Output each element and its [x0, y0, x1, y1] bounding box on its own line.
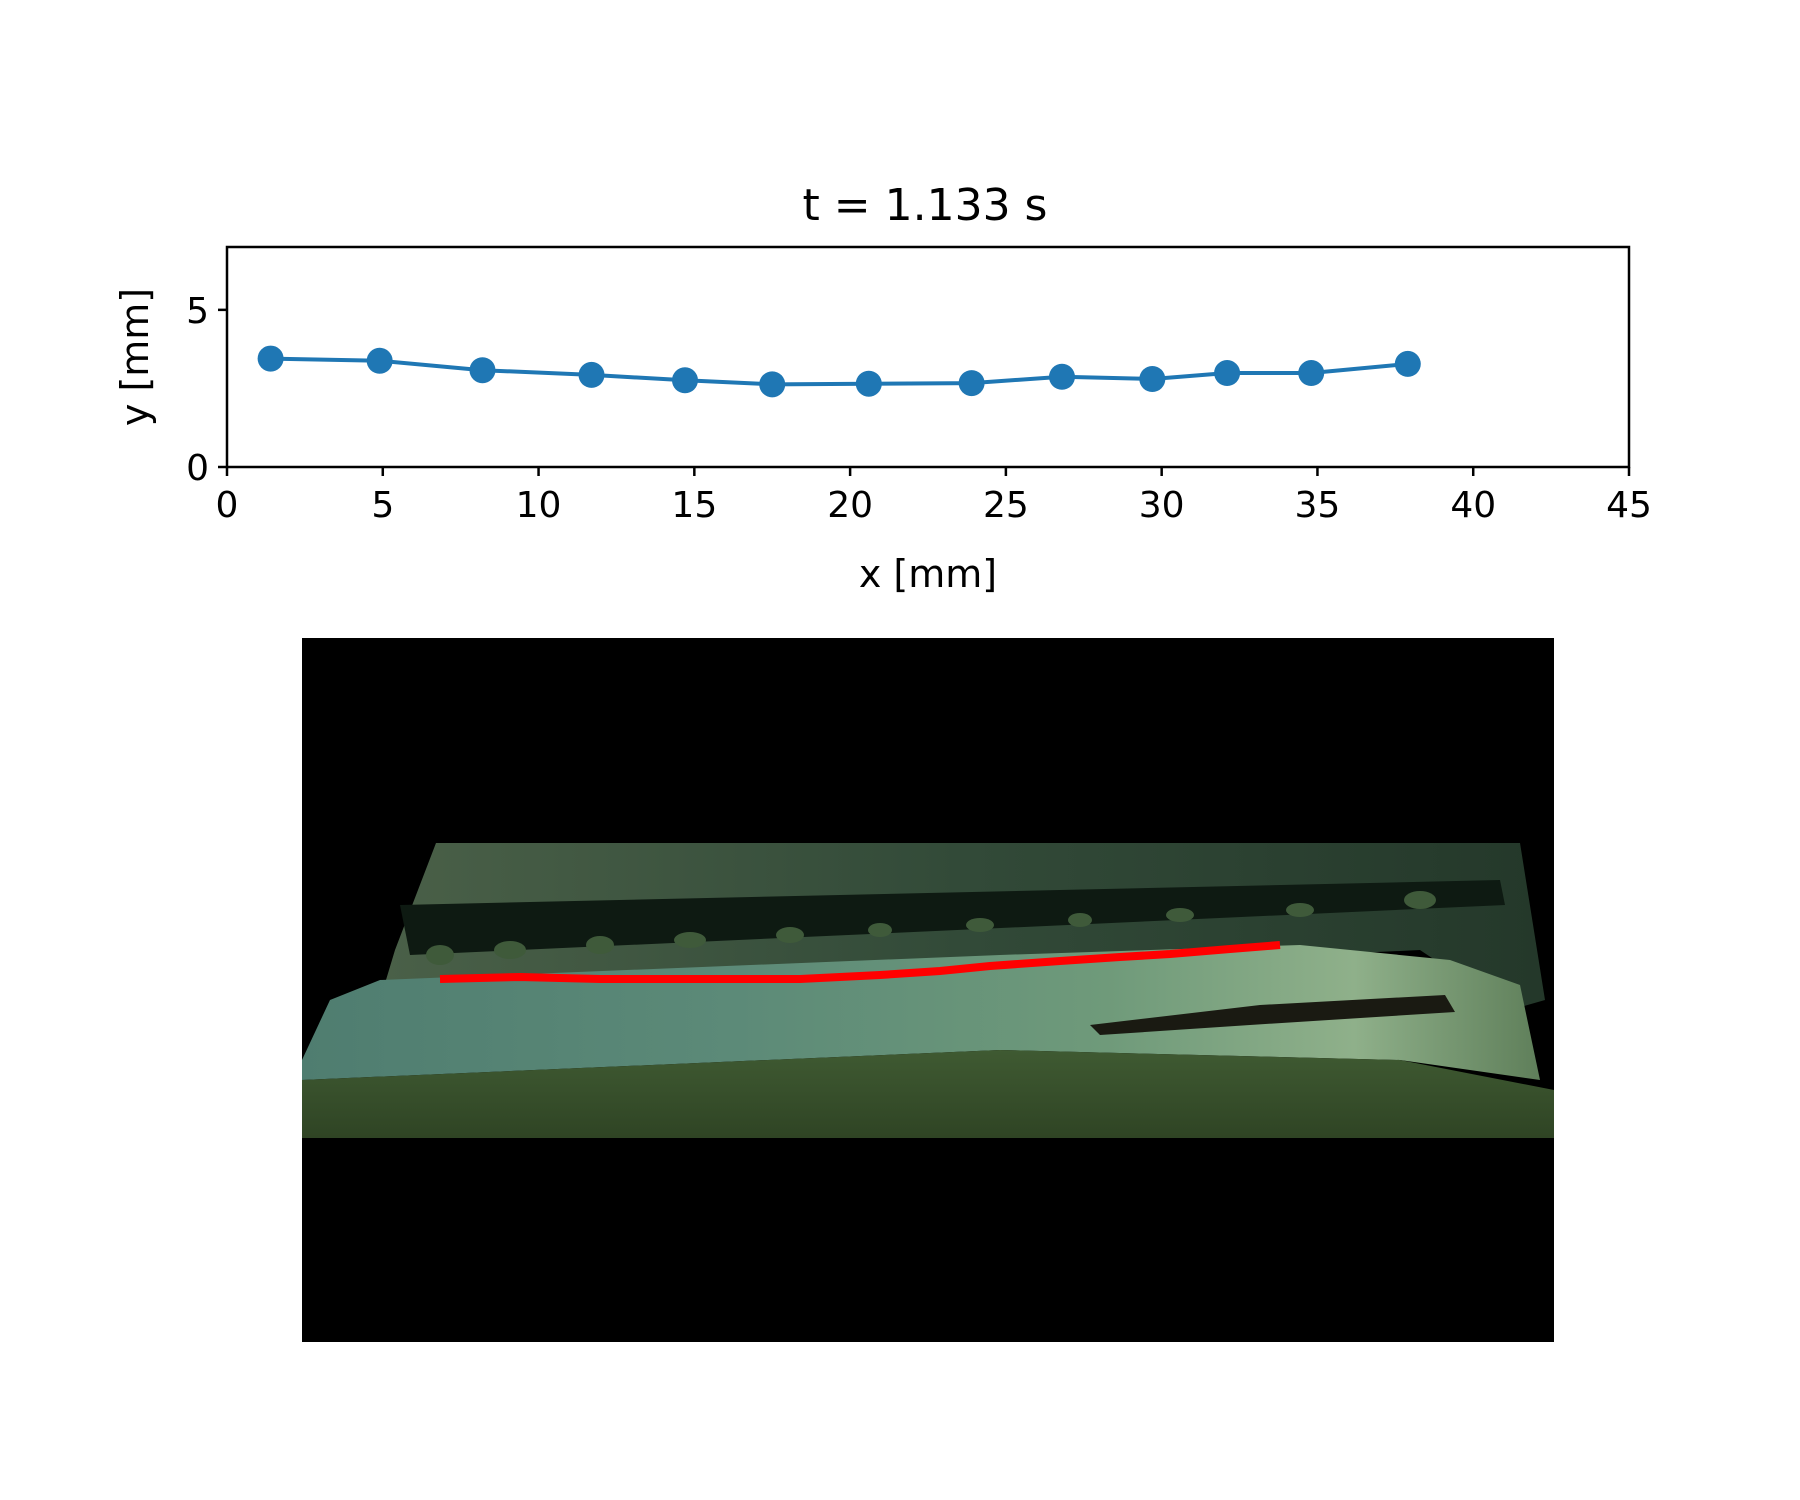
x-tick-label: 5 — [371, 485, 394, 526]
data-point — [257, 345, 284, 372]
y-tick-label: 0 — [186, 448, 209, 489]
x-tick-label: 25 — [983, 485, 1029, 526]
chart: t = 1.133 s 0 5 10 15 20 25 30 35 40 45 05 x [mm]… — [113, 180, 1652, 596]
x-tick-label: 45 — [1606, 485, 1652, 526]
data-point — [578, 361, 605, 388]
y-axis: 05 — [186, 291, 227, 489]
data-point — [759, 371, 786, 398]
x-tick-label: 0 — [216, 485, 239, 526]
data-point — [1298, 360, 1325, 387]
data-point — [1139, 366, 1166, 392]
x-axis: 0 5 10 15 20 25 30 35 40 45 — [216, 467, 1652, 526]
plot-frame — [225, 245, 1631, 469]
data-point — [958, 370, 985, 397]
x-tick-label: 15 — [671, 485, 717, 526]
data-point — [1394, 350, 1421, 377]
y-tick-label: 5 — [186, 291, 209, 332]
plate-photo — [302, 843, 1554, 1138]
groove-texture — [426, 891, 1436, 965]
dark-crack — [1090, 995, 1455, 1035]
series-layer — [257, 345, 1421, 398]
x-tick-label: 30 — [1139, 485, 1185, 526]
bottom-surface — [302, 1050, 1554, 1138]
x-axis-label: x [mm] — [859, 552, 997, 596]
x-tick-label: 20 — [827, 485, 873, 526]
data-point — [366, 347, 393, 374]
x-tick-label: 10 — [516, 485, 562, 526]
chart-title: t = 1.133 s — [803, 180, 1048, 231]
photo-frame — [302, 638, 1554, 1342]
data-point — [855, 370, 882, 397]
data-point — [1214, 360, 1241, 387]
x-tick-label: 40 — [1450, 485, 1496, 526]
data-point — [469, 357, 496, 384]
x-tick-label: 35 — [1295, 485, 1341, 526]
y-axis-label: y [mm] — [113, 288, 157, 426]
red-trace-overlay — [439, 941, 1281, 983]
data-point — [1048, 363, 1075, 390]
data-point — [671, 367, 698, 394]
